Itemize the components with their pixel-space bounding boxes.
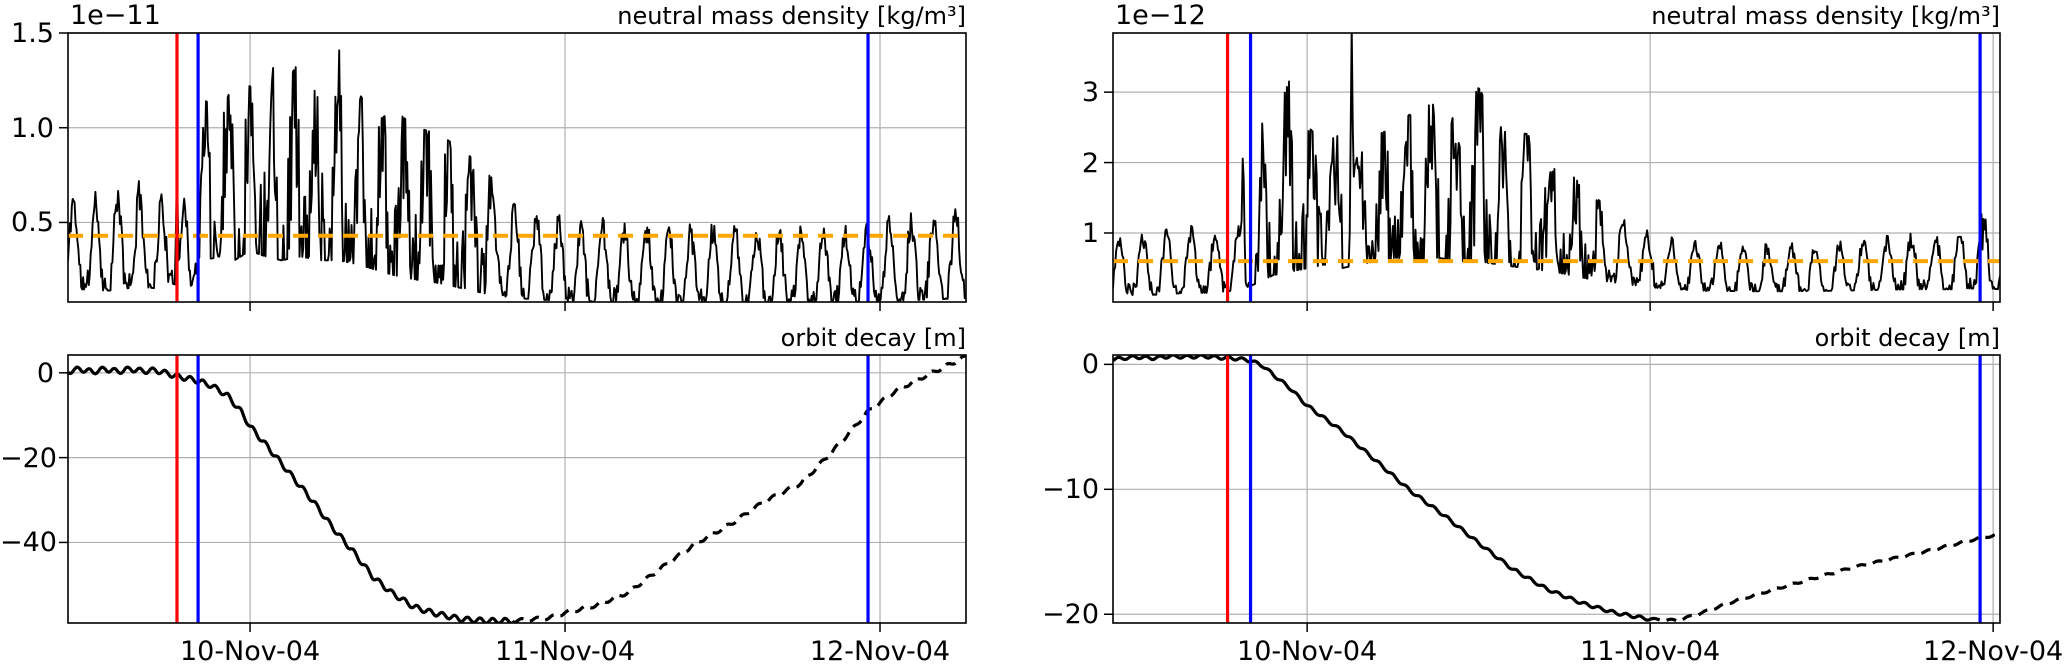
axes-frame	[67, 32, 967, 303]
y-axis-offset-label-left: 1e−11	[70, 0, 161, 31]
panel-title-density-right: neutral mass density [kg/m³]	[1651, 2, 2000, 30]
orbit-decay-line-dashed	[1649, 532, 2000, 623]
panel-density-right	[1104, 32, 2001, 311]
y-tick-label: 1.0	[11, 112, 54, 144]
axes-frame	[1112, 354, 2001, 624]
y-tick-label: −10	[1042, 474, 1099, 506]
y-tick-label: −20	[1042, 599, 1099, 631]
x-tick-label: 11-Nov-04	[494, 636, 636, 667]
y-tick-label: 3	[1081, 77, 1099, 109]
y-tick-label: 2	[1081, 147, 1099, 179]
panel-title-orbit-decay-left: orbit decay [m]	[780, 324, 966, 352]
y-tick-label: −40	[0, 527, 57, 559]
y-tick-label: 1	[1081, 217, 1099, 249]
orbit-decay-line-solid	[1113, 355, 1651, 622]
y-tick-label: 0.5	[11, 207, 54, 239]
panel-orbit-decay-right	[1104, 354, 2001, 632]
density-series-line	[68, 49, 966, 302]
density-series-line	[1113, 33, 2000, 296]
x-tick-label: 12-Nov-04	[809, 636, 951, 667]
panel-title-orbit-decay-right: orbit decay [m]	[1814, 324, 2000, 352]
y-tick-label: 1.5	[11, 18, 54, 49]
axes-frame	[67, 354, 967, 624]
axes-frame	[1112, 32, 2001, 303]
x-tick-label: 11-Nov-04	[1580, 636, 1721, 667]
x-tick-label: 12-Nov-04	[1923, 636, 2064, 667]
panel-title-density-left: neutral mass density [kg/m³]	[617, 2, 966, 30]
y-axis-offset-label-right: 1e−12	[1115, 0, 1206, 31]
x-tick-label: 10-Nov-04	[1237, 636, 1378, 667]
panel-orbit-decay-left	[59, 354, 967, 632]
x-tick-label: 10-Nov-04	[179, 636, 321, 667]
orbit-decay-line-dashed	[513, 355, 966, 623]
y-tick-label: 0	[1081, 349, 1099, 381]
orbit-decay-line-solid	[68, 365, 516, 623]
panel-density-left	[59, 32, 967, 311]
y-tick-label: −20	[0, 442, 57, 474]
y-tick-label: 0	[36, 357, 54, 389]
